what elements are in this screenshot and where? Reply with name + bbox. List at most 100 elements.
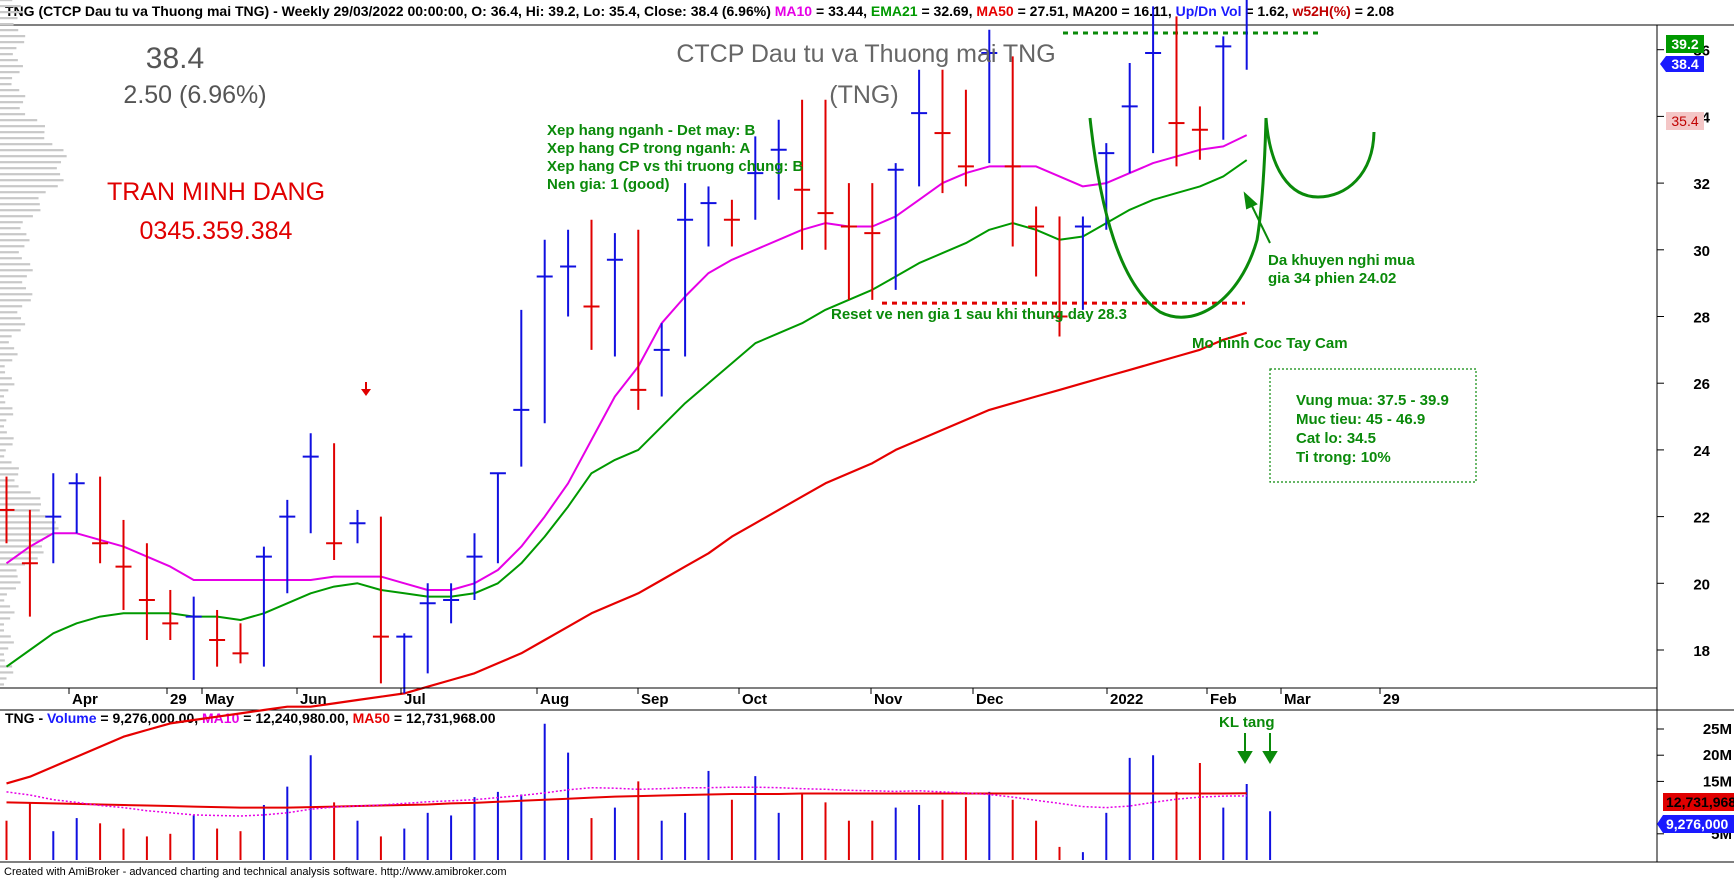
candle (840, 183, 857, 300)
header-segment: MA50 (353, 710, 391, 726)
volume-profile-bar (0, 581, 21, 584)
low-badge-text: 35.4 (1671, 113, 1698, 129)
volume-profile-bar (0, 257, 22, 260)
volume-profile-bar (0, 137, 45, 140)
volume-profile-bar (0, 395, 4, 398)
time-tick-label: Sep (641, 691, 669, 708)
header-segment: = 1.62, (1241, 3, 1292, 19)
candle (981, 29, 998, 164)
volume-profile-bar (0, 0, 13, 2)
volume-profile-bar (0, 563, 25, 566)
volume-profile-bar (0, 599, 5, 602)
volume-profile-bar (0, 413, 14, 416)
price-tick-label: 26 (1693, 376, 1710, 393)
volume-profile-bar (0, 185, 58, 188)
ema21-line (5, 159, 1248, 668)
volume-profile-bar (0, 107, 20, 110)
volume-profile-bar (0, 173, 61, 176)
volume-profile-bar (0, 227, 21, 230)
trade-box-line: Muc tieu: 45 - 46.9 (1296, 411, 1425, 428)
candle (911, 69, 928, 187)
reset-annotation: Reset ve nen gia 1 sau khi thung day 28.… (831, 306, 1127, 323)
volume-profile-bar (0, 557, 38, 560)
volume-profile-bar (0, 239, 30, 242)
candle (794, 99, 811, 250)
volume-profile-bar (0, 665, 13, 668)
volume-profile-bar (0, 641, 14, 644)
volume-profile-bar (0, 623, 4, 626)
volume-profile-bar (0, 359, 13, 362)
time-tick-label: May (205, 691, 235, 708)
time-tick-label: 2022 (1110, 691, 1143, 708)
volume-profile-bar (0, 47, 17, 50)
volume-profile-bar (0, 143, 53, 146)
volume-profile-bar (0, 353, 18, 356)
candle (700, 186, 717, 247)
candle (372, 516, 389, 684)
company-title: CTCP Dau tu va Thuong mai TNG (676, 40, 1055, 68)
candle (630, 229, 647, 410)
header-segment: Up/Dn Vol (1176, 3, 1242, 19)
candle (1145, 6, 1162, 154)
volume-profile-bar (0, 437, 14, 440)
candle (115, 519, 132, 610)
volume-profile-bar (0, 635, 11, 638)
trade-box-line: Cat lo: 34.5 (1296, 430, 1376, 447)
candle (232, 623, 249, 664)
candle (583, 219, 600, 350)
candle (606, 233, 623, 357)
candle (302, 433, 319, 534)
candles (0, 0, 1248, 694)
header-segment: = 33.44, (812, 3, 871, 19)
candle (1168, 16, 1185, 167)
volume-profile-bar (0, 191, 46, 194)
ranking-line: Xep hang nganh - Det may: B (547, 122, 756, 139)
high-badge (1666, 35, 1704, 53)
rankings: Xep hang nganh - Det may: B Xep hang CP … (547, 122, 804, 193)
volume-profile-bar (0, 455, 5, 458)
volume-profile (0, 0, 67, 686)
volume-profile-bar (0, 5, 21, 8)
header-segment: = 12,240,980.00, (239, 710, 352, 726)
volume-profile-bar (0, 659, 5, 662)
volume-profile-bar (0, 305, 23, 308)
time-axis: Apr 29 May Jun Jul Aug Sep Oct Nov Dec 2022 Feb Mar 2… (0, 687, 1657, 708)
volume-profile-bar (0, 53, 13, 56)
time-tick-label: Feb (1210, 691, 1237, 708)
volume-profile-bar (0, 491, 31, 494)
price-tick-label: 22 (1693, 510, 1710, 527)
volume-profile-bar (0, 17, 18, 20)
recommend-arrow (1249, 201, 1271, 244)
price-tick-label: 32 (1693, 176, 1710, 193)
author-phone: 0345.359.384 (140, 217, 293, 245)
volume-profile-bar (0, 677, 7, 680)
handle-curve (1264, 117, 1376, 199)
footer: Created with AmiBroker - advanced charti… (4, 866, 507, 878)
volume-badges: 12,731,968 9,276,000 (1657, 793, 1734, 833)
cup-curve (1088, 117, 1268, 319)
annotation-arrows (1237, 191, 1278, 764)
volume-profile-bar (0, 131, 45, 134)
candle (138, 543, 155, 640)
price-tick-label: 30 (1693, 243, 1710, 260)
cup-handle-drawing (1088, 117, 1376, 319)
volume-profile-bar (0, 605, 11, 608)
candle (162, 589, 179, 640)
volume-profile-bar (0, 443, 13, 446)
time-tick-label: Jul (404, 691, 426, 708)
volume-profile-bar (0, 467, 19, 470)
volume-profile-bar (0, 29, 19, 32)
volume-profile-bar (0, 647, 9, 650)
volume-profile-bar (0, 197, 39, 200)
volume-profile-bar (0, 473, 19, 476)
volume-arrowhead (1237, 751, 1253, 764)
time-tick-label: Nov (874, 691, 903, 708)
volume-profile-bar (0, 317, 22, 320)
time-tick-label: Mar (1284, 691, 1311, 708)
time-tick-label: Apr (72, 691, 98, 708)
candle (1028, 206, 1045, 277)
header-segment: EMA21 (871, 3, 918, 19)
volume-profile-bar (0, 269, 33, 272)
candle (1051, 216, 1068, 337)
candle (560, 229, 577, 317)
